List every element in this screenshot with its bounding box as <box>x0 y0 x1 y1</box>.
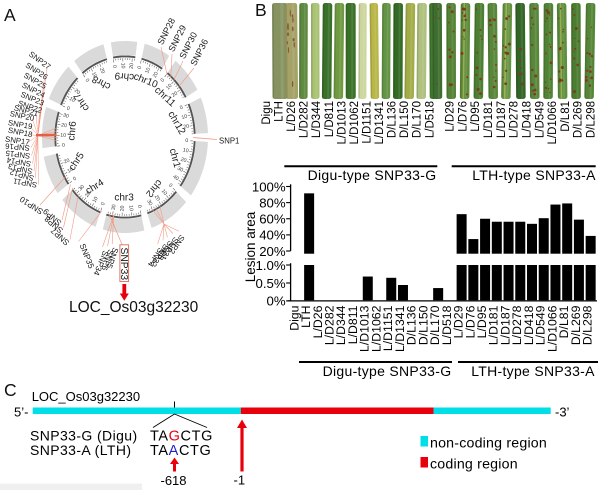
svg-text:L/D811: L/D811 <box>324 101 336 137</box>
svg-text:L/D95: L/D95 <box>470 101 482 132</box>
svg-text:L/D1062: L/D1062 <box>349 101 361 144</box>
svg-text:chr6: chr6 <box>66 120 79 141</box>
svg-text:0%: 0% <box>267 294 286 309</box>
svg-text:10: 10 <box>182 147 189 154</box>
svg-text:L/D418: L/D418 <box>521 101 533 138</box>
svg-text:L/D1013: L/D1013 <box>336 101 348 144</box>
svg-text:10: 10 <box>120 63 126 69</box>
svg-text:D/L150: D/L150 <box>399 101 411 138</box>
svg-text:B: B <box>255 0 267 20</box>
svg-text:LTH-type SNP33-A: LTH-type SNP33-A <box>472 167 596 183</box>
svg-text:10: 10 <box>127 205 134 211</box>
svg-text:D/L298: D/L298 <box>586 101 598 138</box>
svg-text:0.5%: 0.5% <box>256 276 286 291</box>
svg-text:LTH-type SNP33-A: LTH-type SNP33-A <box>471 363 595 379</box>
svg-text:1.0%: 1.0% <box>256 258 286 273</box>
svg-text:LTH: LTH <box>274 101 286 122</box>
svg-text:-3’: -3’ <box>555 405 570 420</box>
svg-text:60%: 60% <box>259 212 286 227</box>
svg-text:-1: -1 <box>234 473 246 488</box>
svg-text:D/L81: D/L81 <box>560 101 572 132</box>
svg-text:20: 20 <box>120 205 126 211</box>
svg-text:L/D518: L/D518 <box>424 101 436 138</box>
svg-text:30: 30 <box>111 204 118 211</box>
svg-text:80%: 80% <box>259 195 286 210</box>
svg-text:A: A <box>4 5 16 25</box>
svg-text:SNP1: SNP1 <box>219 137 239 146</box>
svg-text:D/L170: D/L170 <box>412 101 424 138</box>
svg-text:L/D344: L/D344 <box>311 100 323 138</box>
svg-text:non-coding region: non-coding region <box>430 436 547 452</box>
svg-text:D/L136: D/L136 <box>387 101 399 138</box>
svg-text:L/D187: L/D187 <box>496 101 508 138</box>
svg-text:100%: 100% <box>252 179 286 194</box>
svg-text:LOC_Os03g32230: LOC_Os03g32230 <box>69 299 199 316</box>
svg-text:20%: 20% <box>259 244 286 259</box>
svg-text:TAACTG: TAACTG <box>150 443 211 459</box>
svg-text:20: 20 <box>61 122 68 129</box>
svg-text:10: 10 <box>60 133 66 139</box>
svg-text:SNP33-A (LTH): SNP33-A (LTH) <box>30 442 131 458</box>
svg-text:L/D1151: L/D1151 <box>361 101 373 144</box>
svg-text:LOC_Os03g32230: LOC_Os03g32230 <box>32 389 140 404</box>
svg-text:L/D181: L/D181 <box>483 101 495 138</box>
svg-text:D/L269: D/L269 <box>573 101 585 138</box>
svg-text:Lesion area: Lesion area <box>243 211 258 282</box>
svg-text:0: 0 <box>185 138 188 144</box>
svg-text:L/D1066: L/D1066 <box>547 101 559 144</box>
svg-text:Digu-type SNP33-G: Digu-type SNP33-G <box>323 363 452 379</box>
svg-text:L/D278: L/D278 <box>509 101 521 138</box>
svg-text:L/D282: L/D282 <box>299 101 311 138</box>
svg-text:Digu: Digu <box>261 101 273 125</box>
svg-text:chr3: chr3 <box>114 193 134 204</box>
svg-text:40%: 40% <box>259 228 286 243</box>
svg-text:L/D76: L/D76 <box>457 101 469 132</box>
svg-text:C: C <box>4 380 17 400</box>
svg-text:L/D26: L/D26 <box>286 101 298 132</box>
svg-text:5’-: 5’- <box>14 405 28 420</box>
svg-text:-618: -618 <box>161 473 187 488</box>
svg-text:20: 20 <box>129 63 136 69</box>
svg-text:coding region: coding region <box>430 457 518 473</box>
svg-text:D/L298: D/L298 <box>581 305 595 345</box>
svg-text:Digu-type SNP33-G: Digu-type SNP33-G <box>308 167 437 183</box>
svg-text:L/D549: L/D549 <box>534 101 546 138</box>
svg-text:L/D1341: L/D1341 <box>374 101 386 144</box>
svg-text:L/D29: L/D29 <box>445 101 457 132</box>
